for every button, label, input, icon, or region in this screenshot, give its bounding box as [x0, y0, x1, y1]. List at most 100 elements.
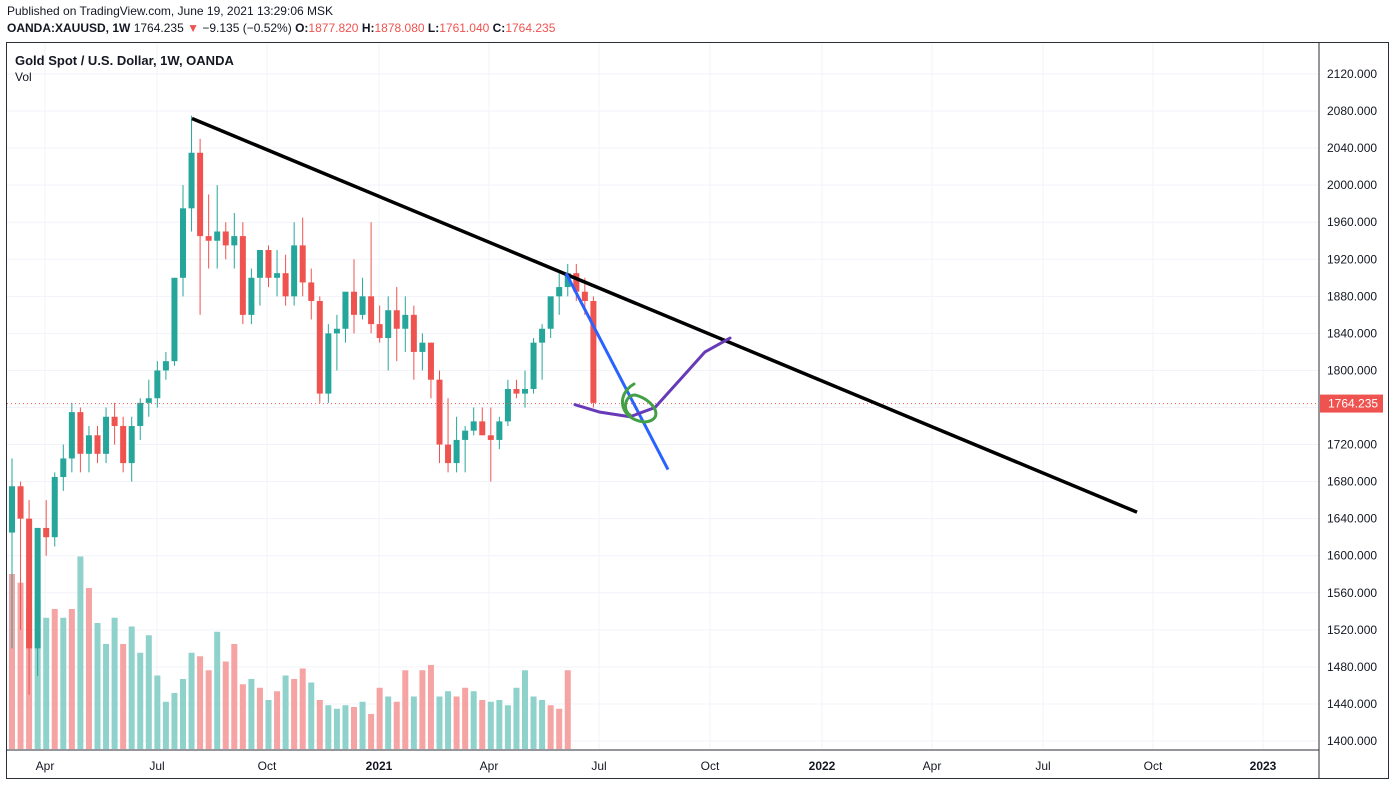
change-arrow-icon: ▼ [187, 21, 199, 35]
candle-body [556, 287, 563, 297]
volume-bar [342, 705, 349, 749]
volume-bar [94, 623, 101, 749]
volume-bar [291, 679, 298, 749]
chart-frame [6, 42, 1389, 779]
candle-body [222, 231, 229, 246]
chart-title: Gold Spot / U.S. Dollar, 1W, OANDA [15, 53, 234, 68]
x-tick-label: Apr [923, 759, 942, 773]
candle-body [590, 300, 597, 403]
candle-body [274, 273, 281, 278]
y-tick-label: 1880.000 [1327, 289, 1377, 303]
volume-bar [410, 696, 417, 749]
volume-bar [436, 696, 443, 749]
volume-bar [479, 700, 486, 749]
volume-bar [462, 687, 469, 749]
candle-body [513, 388, 520, 394]
candle-body [564, 273, 571, 288]
candle-body [162, 361, 169, 371]
candle-body [291, 245, 298, 297]
candle-body [145, 398, 152, 403]
candle-body [410, 314, 417, 352]
axes: 2120.000 2080.000 2040.000 2000.000 1960.000… [7, 43, 1383, 778]
open-value: 1877.820 [308, 21, 359, 35]
candle-body [26, 518, 33, 649]
y-tick-label: 2000.000 [1327, 178, 1377, 192]
candle-body [111, 416, 118, 427]
candle-body [419, 342, 426, 352]
candle-body [359, 296, 366, 315]
candle-body [351, 291, 357, 315]
volume-bar [43, 617, 50, 749]
drawings [7, 116, 1319, 514]
candle-body [154, 370, 161, 399]
volume-bar [205, 670, 212, 749]
x-tick-label: Jul [149, 759, 164, 773]
y-tick-label: 1720.000 [1327, 438, 1377, 452]
volume-bar [111, 617, 118, 749]
volume-bar [274, 691, 281, 749]
volume-bar [547, 705, 554, 749]
x-tick-label: Oct [1144, 759, 1163, 773]
x-tick-label: Apr [36, 759, 55, 773]
candle-body [462, 430, 469, 440]
volume-bar [17, 582, 24, 749]
y-tick-label: 1960.000 [1327, 215, 1377, 229]
candle-body [368, 296, 375, 325]
volume-bar [120, 644, 127, 749]
candle-body [282, 273, 289, 297]
volume-bar [504, 705, 511, 749]
candle-body [393, 310, 400, 329]
volume-bar [77, 556, 84, 749]
volume-bar [427, 665, 434, 749]
candle-body [479, 421, 486, 436]
volume-bar [145, 635, 152, 749]
trendline [191, 116, 1138, 514]
volume-bar [239, 684, 246, 749]
close-value: 1764.235 [505, 21, 556, 35]
volume-bar [402, 670, 409, 749]
x-tick-label: Jul [591, 759, 606, 773]
candle-body [427, 342, 434, 380]
y-tick-label: 1800.000 [1327, 363, 1377, 377]
candle-body [180, 208, 186, 278]
y-tick-label: 1920.000 [1327, 252, 1377, 266]
volume-bar [60, 617, 67, 749]
x-tick-label: Apr [480, 759, 499, 773]
candle-body [325, 333, 332, 394]
candle-body [316, 300, 323, 394]
volume-bar [376, 687, 383, 749]
ohlc-header: OANDA:XAUUSD, 1W 1764.235 ▼ −9.135 (−0.5… [7, 21, 555, 35]
y-tick-label: 1680.000 [1327, 475, 1377, 489]
volume-bar [393, 701, 400, 749]
candle-body [504, 388, 511, 422]
candle-body [342, 291, 349, 329]
low-value: 1761.040 [439, 21, 490, 35]
volume-bar [222, 661, 229, 749]
candle-body [496, 421, 503, 440]
volume-bar [256, 687, 263, 749]
volume-bar [496, 700, 503, 749]
candles [9, 115, 597, 695]
open-label: O: [295, 21, 309, 35]
volume-bars [9, 556, 571, 749]
volume-bar [197, 656, 204, 749]
candle-body [68, 412, 75, 459]
y-tick-label: 2080.000 [1327, 104, 1377, 118]
candle-body [256, 250, 263, 278]
symbol: OANDA:XAUUSD, 1W [7, 21, 131, 35]
candle-body [214, 231, 221, 241]
volume-bar [51, 609, 58, 749]
candle-body [137, 402, 144, 427]
volume-bar [9, 574, 15, 749]
volume-bar [248, 679, 255, 749]
volume-bar [231, 644, 238, 749]
candle-body [60, 458, 67, 477]
volume-bar [171, 693, 178, 749]
high-value: 1878.080 [374, 21, 425, 35]
volume-bar [282, 675, 289, 749]
candle-body [120, 426, 127, 464]
y-tick-label: 1440.000 [1327, 697, 1377, 711]
y-tick-label: 1400.000 [1327, 734, 1377, 748]
candle-body [51, 476, 58, 538]
